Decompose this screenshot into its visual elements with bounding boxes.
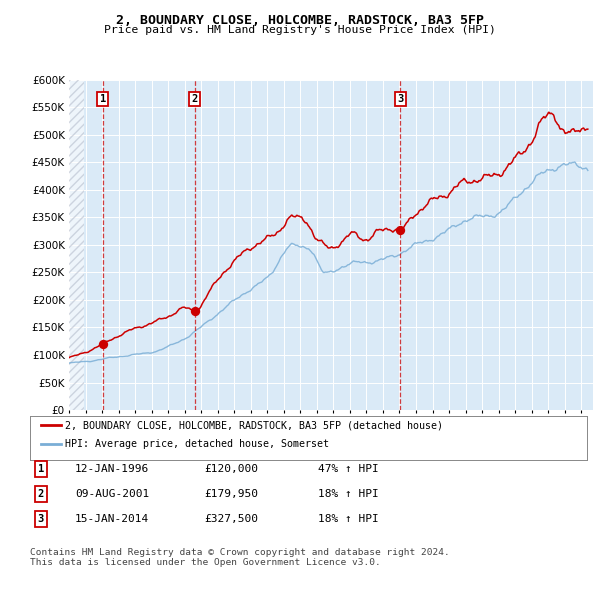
Point xyxy=(395,225,405,234)
Text: HPI: Average price, detached house, Somerset: HPI: Average price, detached house, Some… xyxy=(65,439,329,448)
Text: 12-JAN-1996: 12-JAN-1996 xyxy=(75,464,149,474)
Text: 09-AUG-2001: 09-AUG-2001 xyxy=(75,489,149,499)
Text: Price paid vs. HM Land Registry's House Price Index (HPI): Price paid vs. HM Land Registry's House … xyxy=(104,25,496,35)
Text: 2, BOUNDARY CLOSE, HOLCOMBE, RADSTOCK, BA3 5FP: 2, BOUNDARY CLOSE, HOLCOMBE, RADSTOCK, B… xyxy=(116,14,484,27)
Text: 18% ↑ HPI: 18% ↑ HPI xyxy=(318,514,379,524)
Text: 2: 2 xyxy=(191,94,198,104)
Text: 47% ↑ HPI: 47% ↑ HPI xyxy=(318,464,379,474)
Text: 3: 3 xyxy=(397,94,403,104)
Text: Contains HM Land Registry data © Crown copyright and database right 2024.
This d: Contains HM Land Registry data © Crown c… xyxy=(30,548,450,567)
Text: 2, BOUNDARY CLOSE, HOLCOMBE, RADSTOCK, BA3 5FP (detached house): 2, BOUNDARY CLOSE, HOLCOMBE, RADSTOCK, B… xyxy=(65,421,443,430)
Text: 3: 3 xyxy=(38,514,44,524)
Text: 1: 1 xyxy=(100,94,106,104)
Point xyxy=(98,339,107,349)
Text: £179,950: £179,950 xyxy=(204,489,258,499)
Text: 1: 1 xyxy=(38,464,44,474)
Text: 18% ↑ HPI: 18% ↑ HPI xyxy=(318,489,379,499)
Text: 2: 2 xyxy=(38,489,44,499)
Text: 15-JAN-2014: 15-JAN-2014 xyxy=(75,514,149,524)
Text: £120,000: £120,000 xyxy=(204,464,258,474)
Point xyxy=(190,306,200,316)
Text: £327,500: £327,500 xyxy=(204,514,258,524)
